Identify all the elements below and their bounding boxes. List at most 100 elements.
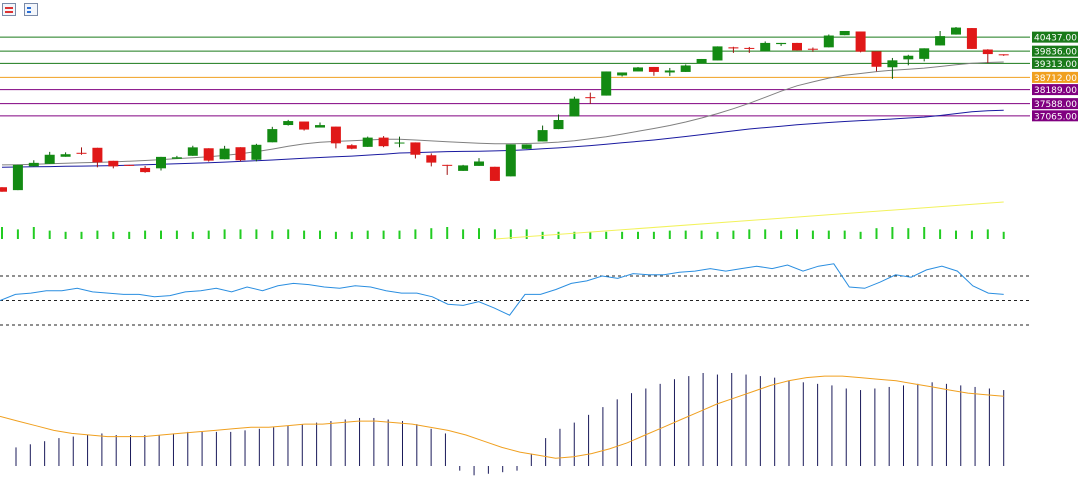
- price-level-tag: [1032, 110, 1078, 122]
- macd-histogram-bar: [258, 428, 260, 466]
- macd-histogram-bar: [631, 393, 633, 466]
- macd-histogram-bar: [745, 374, 747, 466]
- macd-histogram-bar: [645, 388, 647, 466]
- volume-bar: [970, 230, 973, 239]
- macd-histogram-bar: [444, 433, 446, 466]
- candle-body: [648, 66, 659, 72]
- macd-histogram-bar: [430, 428, 432, 466]
- macd-histogram-bar: [172, 433, 174, 466]
- macd-histogram-bar: [287, 425, 289, 466]
- macd-histogram-bar: [702, 373, 704, 466]
- volume-bar: [160, 230, 162, 239]
- macd-histogram-bar: [945, 383, 947, 466]
- candle-body: [807, 48, 818, 50]
- volume-bar: [16, 229, 19, 239]
- candle-body: [919, 48, 930, 59]
- candle-body: [362, 137, 373, 147]
- macd-histogram-bar: [187, 431, 189, 466]
- macd-histogram-bar: [72, 436, 74, 466]
- list-icon[interactable]: [2, 3, 16, 16]
- macd-histogram-bar: [902, 385, 904, 466]
- candle-body: [156, 156, 166, 169]
- volume-bar: [144, 230, 147, 239]
- volume-bar: [955, 230, 957, 239]
- macd-histogram-bar: [545, 438, 547, 466]
- candle-body: [187, 147, 198, 156]
- macd-panel: [0, 373, 1005, 476]
- volume-bar: [382, 230, 385, 239]
- volume-bar: [493, 229, 496, 239]
- price-level-tag: [1032, 45, 1078, 57]
- candle-body: [92, 147, 103, 163]
- chart-settings-icon[interactable]: [24, 3, 38, 16]
- candle-body: [966, 28, 977, 49]
- candle-body: [12, 164, 23, 191]
- candle-body: [505, 144, 516, 177]
- volume-bar: [207, 230, 210, 239]
- macd-histogram-bar: [788, 380, 790, 466]
- macd-histogram-bar: [988, 388, 990, 466]
- volume-trend-line: [494, 201, 1004, 240]
- volume-bar: [303, 230, 306, 239]
- candle-body: [283, 121, 294, 126]
- volume-bar: [700, 230, 703, 239]
- macd-histogram-bar: [831, 385, 833, 466]
- candle-body: [426, 155, 437, 163]
- macd-histogram-bar: [774, 377, 776, 466]
- volume-bar: [462, 229, 465, 239]
- oscillator-panel: [0, 263, 1030, 326]
- macd-histogram-bar: [359, 417, 361, 466]
- price-level-labels: 40437.00 39836.00 39313.00 38712.00 38189.00…: [1032, 31, 1078, 122]
- macd-histogram-bar: [530, 453, 532, 466]
- macd-histogram-bar: [58, 438, 60, 466]
- volume-bar: [859, 231, 862, 239]
- moving-averages: [1, 61, 1004, 168]
- price-level-label: 37065.00: [1034, 112, 1077, 122]
- price-level-tag: [1032, 57, 1078, 69]
- candle-body: [823, 35, 834, 48]
- volume-bar: [684, 230, 687, 239]
- macd-histogram-bar: [29, 444, 31, 466]
- candle-body: [171, 157, 182, 159]
- candle-body: [410, 142, 421, 155]
- candle-body: [585, 97, 596, 99]
- volume-bar: [478, 228, 480, 239]
- candles: [0, 27, 1009, 192]
- candle-body: [330, 126, 341, 144]
- candle-body: [124, 164, 135, 166]
- volume-bar: [48, 230, 51, 239]
- candle-body: [601, 71, 612, 96]
- macd-histogram-bar: [316, 422, 318, 466]
- price-levels: [0, 36, 1030, 117]
- volume-bar: [827, 230, 830, 239]
- volume-bar: [96, 230, 99, 239]
- volume-bar: [366, 230, 369, 239]
- volume-bar: [175, 230, 178, 239]
- candle-body: [553, 120, 564, 130]
- candle-body: [664, 70, 675, 73]
- volume-bar: [446, 227, 449, 239]
- macd-histogram-bar: [616, 399, 618, 466]
- macd-histogram-bar: [960, 385, 962, 466]
- volume-bar: [907, 228, 910, 239]
- macd-histogram-bar: [330, 421, 332, 466]
- candle-body: [442, 164, 453, 166]
- candle-body: [776, 42, 787, 45]
- candle-body: [855, 31, 866, 52]
- price-level-label: 39836.00: [1034, 48, 1077, 58]
- macd-histogram-bar: [659, 383, 661, 466]
- volume-bar: [191, 231, 194, 239]
- candle-body: [728, 47, 739, 49]
- volume-bar: [239, 229, 242, 239]
- macd-histogram-bar: [931, 382, 933, 466]
- candle-body: [792, 42, 802, 51]
- macd-histogram-bar: [273, 427, 275, 466]
- candle-body: [951, 27, 961, 35]
- volume-bar: [80, 231, 83, 239]
- volume-bar: [509, 229, 512, 239]
- macd-histogram-bar: [802, 382, 804, 466]
- macd-histogram-bar: [1003, 390, 1005, 466]
- macd-histogram-bar: [44, 441, 46, 466]
- volume-bar: [525, 229, 528, 239]
- candle-body: [871, 51, 882, 67]
